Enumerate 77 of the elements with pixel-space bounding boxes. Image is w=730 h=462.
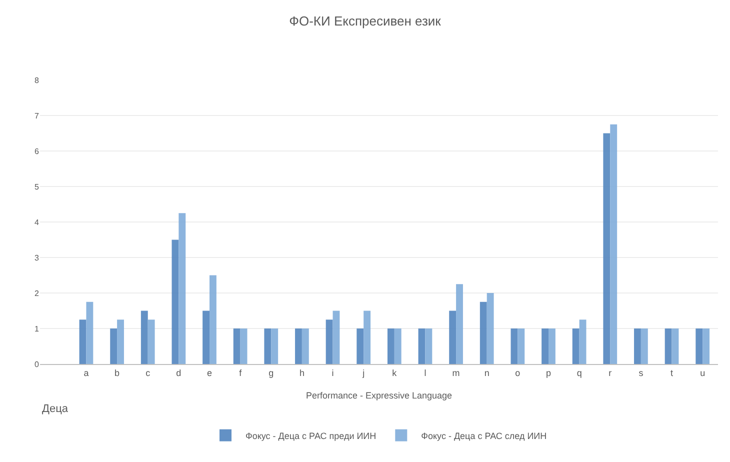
y-tick-label: 3	[34, 253, 40, 262]
x-tick-label: b	[114, 368, 120, 378]
bar	[480, 302, 487, 364]
bar	[233, 328, 240, 364]
chart-title: ФО-КИ Експресивен език	[289, 13, 442, 28]
bar	[326, 320, 333, 364]
bar	[572, 328, 580, 364]
bar	[271, 328, 278, 364]
legend-label: Фокус - Деца с РАС преди ИИН	[246, 430, 376, 441]
y-tick-label: 1	[34, 324, 40, 334]
bar	[172, 240, 179, 364]
bar	[640, 328, 648, 364]
legend-label: Фокус - Деца с РАС след ИИН	[421, 430, 547, 441]
y-tick-label: 8	[34, 76, 40, 85]
bar	[579, 320, 586, 364]
x-tick-label: o	[515, 368, 520, 378]
bar	[456, 284, 463, 364]
x-tick-label: c	[146, 368, 151, 378]
x-tick-label: e	[206, 368, 212, 378]
bar	[542, 328, 548, 364]
bar	[518, 328, 525, 364]
x-tick-label: p	[546, 368, 552, 378]
bar	[610, 124, 618, 364]
bar	[140, 310, 148, 364]
y-tick-label: 7	[34, 111, 40, 120]
y-tick-label: 0	[34, 360, 40, 369]
y-tick-label: 2	[34, 288, 40, 298]
bar	[672, 328, 679, 364]
y-tick-label: 5	[34, 182, 40, 192]
bar	[356, 328, 364, 364]
x-tick-label: k	[392, 368, 398, 378]
bar	[117, 320, 124, 364]
x-tick-label: s	[638, 368, 644, 378]
bar	[79, 320, 86, 364]
bar	[302, 328, 309, 364]
bar	[202, 310, 210, 364]
x-axis-title: Performance - Expressive Language	[306, 390, 452, 401]
bar	[332, 310, 340, 364]
bar	[240, 328, 248, 364]
bar	[387, 328, 394, 364]
bar	[634, 328, 641, 364]
y-tick-label: 4	[34, 218, 40, 227]
bar	[702, 328, 710, 364]
bar	[696, 328, 703, 364]
x-tick-label: u	[700, 368, 706, 378]
bar	[548, 328, 556, 364]
x-tick-label: t	[670, 368, 674, 378]
bar	[178, 213, 186, 364]
x-tick-label: m	[452, 368, 460, 378]
y-tick-label: 6	[34, 146, 40, 156]
bar	[486, 293, 494, 364]
bar	[364, 310, 371, 364]
x-tick-label: l	[424, 368, 426, 378]
x-tick-label: j	[362, 368, 365, 378]
x-tick-label: i	[332, 368, 334, 378]
x-tick-label: g	[268, 368, 274, 378]
bar	[264, 328, 272, 364]
x-tick-label: r	[608, 368, 612, 378]
bar	[510, 328, 518, 364]
bar	[664, 328, 672, 364]
bar	[418, 328, 426, 364]
bar	[295, 328, 302, 364]
bar	[449, 310, 456, 364]
x-tick-label: h	[299, 368, 304, 378]
x-tick-label: a	[84, 368, 89, 378]
x-tick-label: q	[576, 368, 582, 378]
x-tick-label: n	[484, 368, 490, 378]
bar	[86, 302, 94, 364]
bar	[210, 275, 216, 364]
bar	[394, 328, 402, 364]
bar	[110, 328, 118, 364]
bar	[148, 320, 155, 364]
x-tick-label: d	[176, 368, 182, 378]
bar	[425, 328, 432, 364]
text: Деца	[42, 403, 69, 415]
bar	[603, 133, 610, 364]
x-tick-label: f	[239, 368, 242, 378]
